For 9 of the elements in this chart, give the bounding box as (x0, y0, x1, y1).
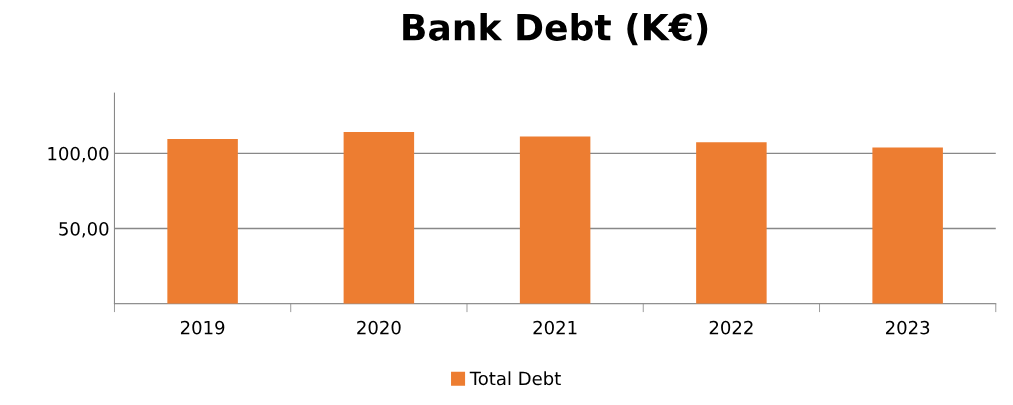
chart-title: Bank Debt (K€) (403, 12, 708, 46)
x-tick-label: 2021 (533, 320, 577, 335)
x-tick-label: 2023 (886, 320, 930, 335)
y-tick-label: 100,00 (48, 146, 109, 163)
x-tick-label: 2019 (180, 320, 225, 335)
legend-label: Total Debt (469, 371, 561, 386)
x-tick-label: 2020 (357, 320, 401, 335)
y-tick-label: 50,00 (59, 221, 109, 238)
x-tick-label: 2022 (709, 320, 753, 335)
